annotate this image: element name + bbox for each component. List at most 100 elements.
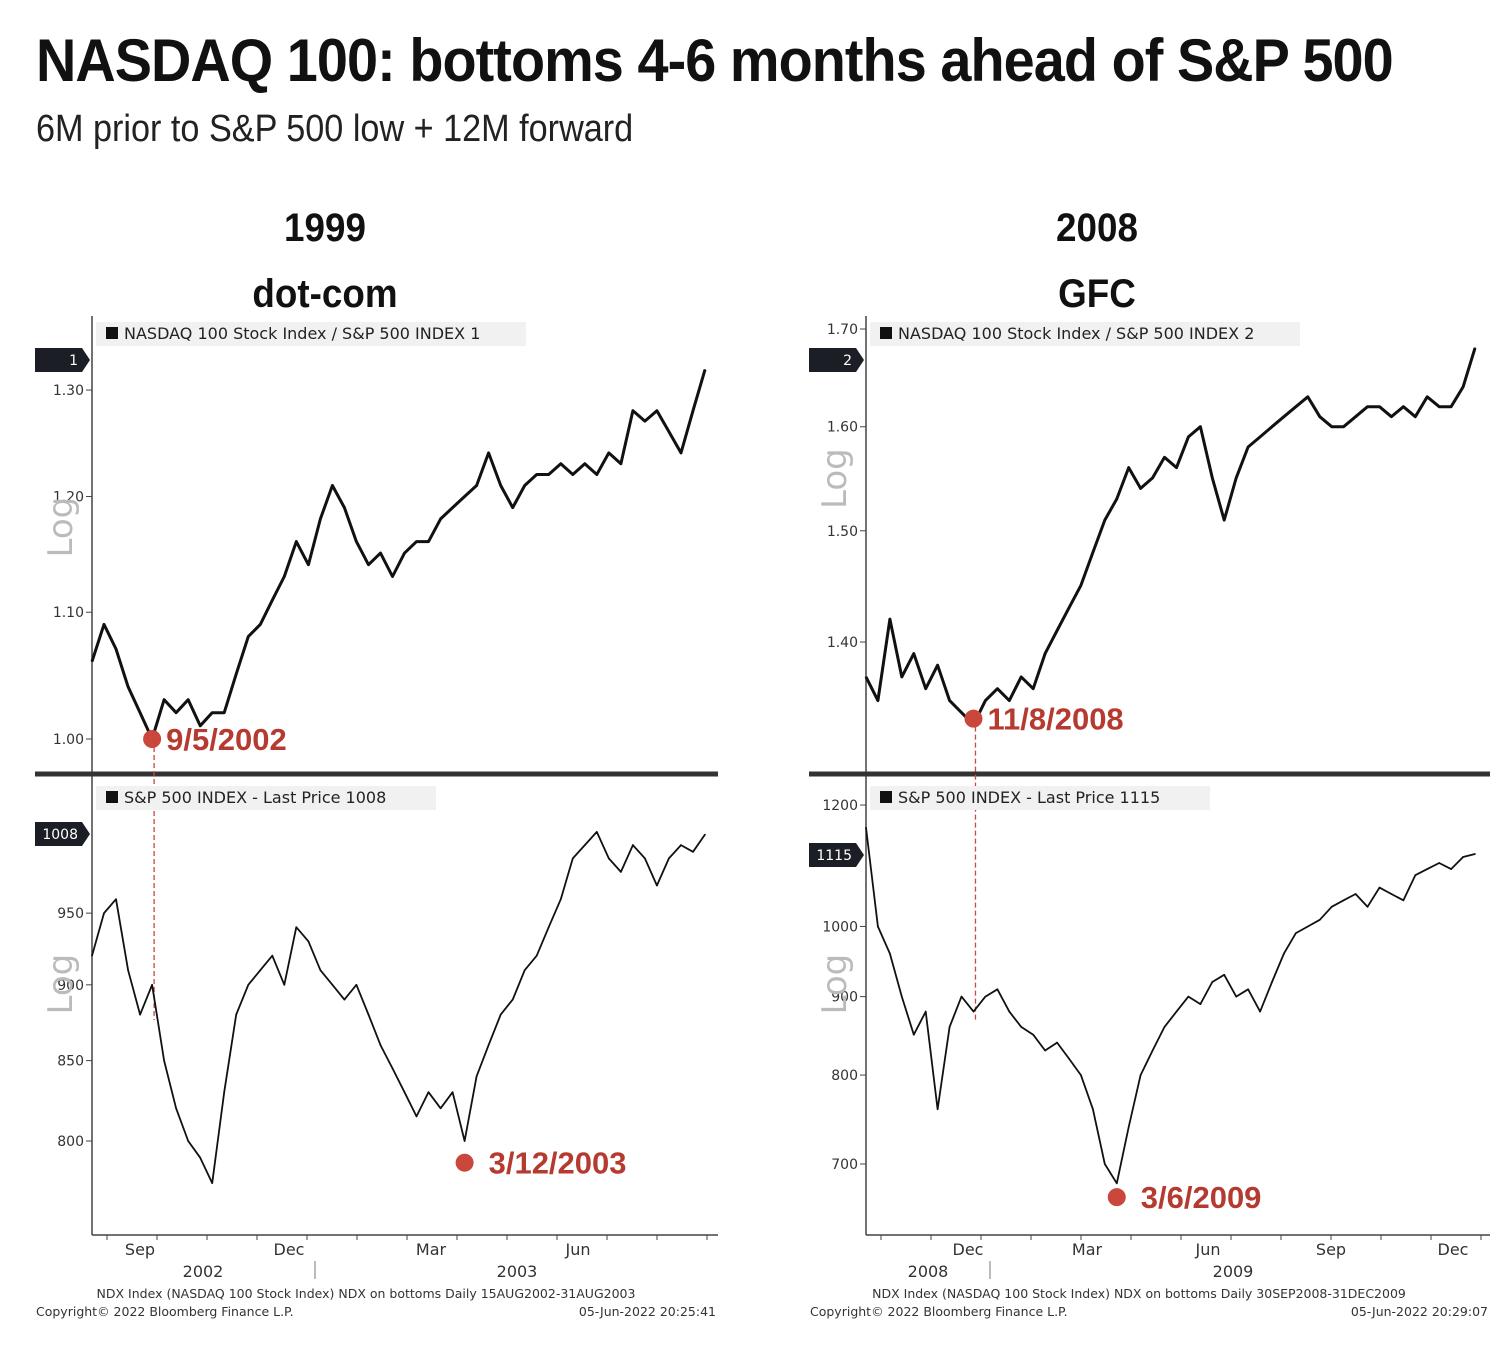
upper-data-point: [1318, 415, 1321, 418]
lower-data-point: [1223, 973, 1226, 976]
upper-data-point: [1259, 436, 1261, 438]
upper-data-point: [499, 484, 502, 487]
upper-data-point: [367, 563, 370, 566]
upper-data-point: [571, 473, 574, 476]
lower-data-point: [1295, 932, 1297, 934]
upper-data-point: [511, 506, 514, 509]
chart-subtitle: 6M prior to S&P 500 low + 12M forward: [36, 108, 634, 150]
lower-data-point: [1056, 1041, 1058, 1044]
x-tick-label: Jun: [565, 1240, 591, 1259]
y-tick-label: 1200: [822, 798, 858, 814]
lower-data-point: [644, 857, 646, 860]
lower-data-point: [1462, 856, 1464, 858]
lower-data-point: [379, 1044, 382, 1046]
upper-data-point: [547, 473, 550, 476]
upper-data-point: [877, 699, 879, 702]
upper-data-point: [415, 540, 418, 543]
legend-swatch: [880, 791, 892, 803]
lower-data-point: [901, 995, 903, 998]
panel-title-1999: 1999 dot-com: [141, 190, 509, 332]
y-tick-label: 850: [57, 1054, 84, 1070]
lower-series-line: [91, 831, 706, 1184]
upper-data-point: [704, 368, 706, 371]
lower-data-point: [175, 1107, 177, 1110]
upper-data-point: [343, 506, 346, 509]
upper-data-point: [355, 540, 358, 543]
year-label: 2008: [908, 1262, 949, 1281]
y-tick-label: 1.40: [827, 635, 858, 651]
upper-data-point: [901, 676, 903, 678]
upper-data-point: [1020, 676, 1023, 678]
x-tick-label: Dec: [1438, 1240, 1469, 1259]
lower-data-point: [1199, 1003, 1202, 1005]
x-tick-label: Dec: [953, 1240, 984, 1259]
lower-data-point: [1342, 899, 1345, 902]
lower-data-point: [211, 1182, 213, 1184]
y-tick-label: 1.30: [53, 383, 84, 399]
lower-data-point: [283, 984, 286, 986]
lower-data-point: [235, 1013, 238, 1016]
upper-data-point: [259, 623, 262, 626]
y-tick-label: 1.50: [827, 524, 858, 540]
upper-data-point: [391, 575, 394, 578]
lower-data-point: [1163, 1026, 1166, 1028]
lower-data-point: [984, 995, 987, 998]
year-label: 2003: [497, 1262, 538, 1281]
lower-data-point: [889, 952, 891, 955]
upper-data-point: [620, 462, 622, 465]
last-value-tag-label: 1115: [816, 848, 852, 864]
upper-data-point: [127, 686, 129, 688]
lower-data-point: [571, 857, 574, 860]
lower-data-point: [295, 926, 298, 928]
upper-data-point: [115, 648, 117, 650]
upper-data-point: [1151, 477, 1154, 479]
footer-timestamp: 05-Jun-2022 20:29:07: [1351, 1304, 1488, 1319]
lower-data-point: [1414, 874, 1417, 876]
upper-data-point: [1080, 584, 1082, 587]
upper-data-point: [1247, 446, 1249, 448]
y-tick-label: 800: [831, 1068, 858, 1084]
upper-data-point: [1104, 519, 1106, 521]
lower-data-point: [523, 969, 526, 971]
last-value-tag: [809, 348, 864, 372]
last-value-tag: [35, 348, 90, 372]
legend-label: S&P 500 INDEX - Last Price 1115: [898, 788, 1160, 807]
chart-1: 1.40 1.50 1.60 1.70 Log NASDAQ 100 Stock Inde…: [809, 316, 1490, 1319]
footer-copyright: Copyright© 2022 Bloomberg Finance L.P.: [810, 1304, 1068, 1319]
lower-data-point: [668, 857, 670, 860]
lower-data-point: [1450, 868, 1452, 870]
lower-data-point: [1044, 1049, 1046, 1052]
log-scale-label: Log: [815, 448, 855, 509]
upper-data-point: [451, 506, 454, 509]
upper-data-point: [271, 599, 274, 602]
lower-low-marker: [1107, 1188, 1126, 1207]
upper-data-point: [680, 452, 682, 454]
upper-data-point: [439, 518, 442, 520]
lower-data-point: [343, 998, 346, 1001]
lower-data-point: [439, 1107, 442, 1110]
lower-data-point: [1068, 1057, 1070, 1060]
upper-data-point: [936, 664, 939, 666]
panel-title-2008: 2008 GFC: [913, 190, 1281, 332]
lower-data-point: [91, 954, 93, 957]
upper-data-point: [1426, 396, 1429, 398]
upper-data-point: [912, 652, 915, 655]
upper-data-point: [1378, 405, 1381, 408]
upper-data-point: [1008, 699, 1011, 702]
legend-box: [96, 322, 526, 346]
upper-low-annotation: 9/5/2002: [166, 722, 287, 757]
upper-data-point: [1330, 425, 1333, 428]
upper-data-point: [175, 711, 177, 714]
lower-data-point: [1020, 1026, 1023, 1028]
lower-series-line: [865, 827, 1476, 1185]
upper-data-point: [1414, 415, 1417, 418]
x-tick-label: Mar: [416, 1240, 447, 1259]
lower-data-point: [620, 871, 622, 873]
lower-data-point: [948, 1026, 951, 1028]
y-tick-label: 1.00: [53, 732, 84, 748]
y-tick-label: 1.20: [53, 490, 84, 506]
lower-data-point: [596, 831, 598, 833]
lower-data-point: [996, 988, 999, 991]
year-label: 2002: [183, 1262, 224, 1281]
upper-low-marker: [964, 709, 983, 728]
